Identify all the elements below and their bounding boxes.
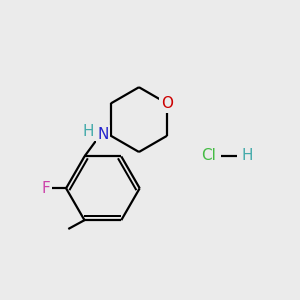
Text: Cl: Cl	[201, 148, 216, 164]
Text: O: O	[161, 96, 173, 111]
Text: H: H	[82, 124, 94, 140]
Text: H: H	[241, 148, 253, 164]
Text: N: N	[97, 127, 109, 142]
Text: F: F	[41, 181, 50, 196]
